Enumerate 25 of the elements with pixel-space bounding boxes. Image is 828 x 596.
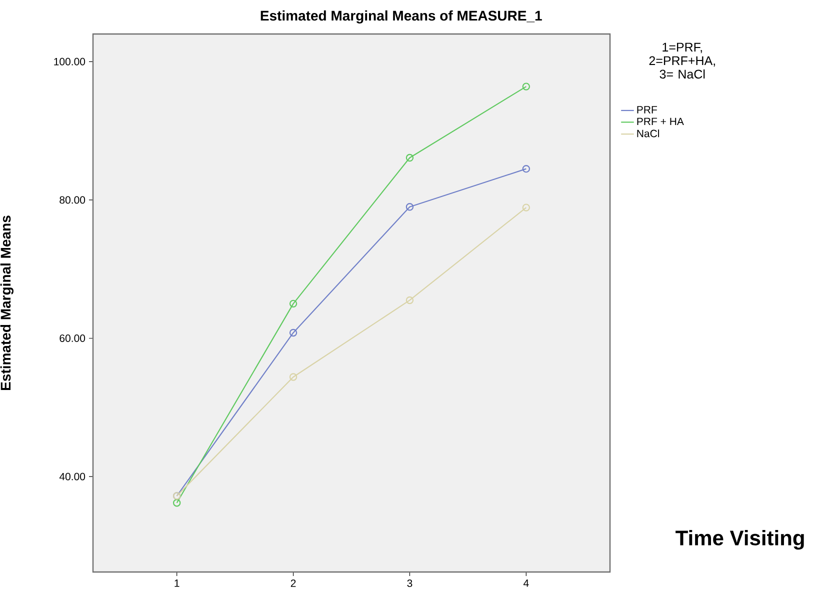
y-tick-label: 100.00 (54, 58, 86, 66)
x-axis-title: Time Visiting (676, 530, 804, 550)
point (522, 82, 530, 90)
point (289, 300, 298, 308)
y-tick-label: 40.00 (59, 472, 86, 480)
legend-label: PRF + HA (637, 118, 684, 126)
y-axis-title: Estimated Marginal Means (0, 216, 14, 390)
point (406, 296, 414, 304)
legend-title: 1=PRF, 2=PRF+HA, 3= NaCl (649, 42, 715, 79)
legend-label: NaCl (637, 130, 660, 138)
x-tick-label: 1 (174, 580, 180, 587)
chart-title: Estimated Marginal Means of MEASURE_1 (260, 10, 542, 24)
legend-label: PRF (637, 106, 657, 114)
y-tick-label: 60.00 (60, 334, 86, 342)
y-tick-label: 80.00 (60, 196, 86, 204)
point (172, 498, 181, 507)
x-tick-label: 4 (523, 580, 529, 587)
point (522, 164, 530, 173)
point (289, 328, 298, 337)
point (406, 154, 414, 162)
x-tick-label: 3 (407, 580, 412, 587)
point (406, 203, 414, 211)
point (522, 204, 530, 212)
x-tick-label: 2 (290, 580, 296, 587)
point (289, 373, 298, 381)
